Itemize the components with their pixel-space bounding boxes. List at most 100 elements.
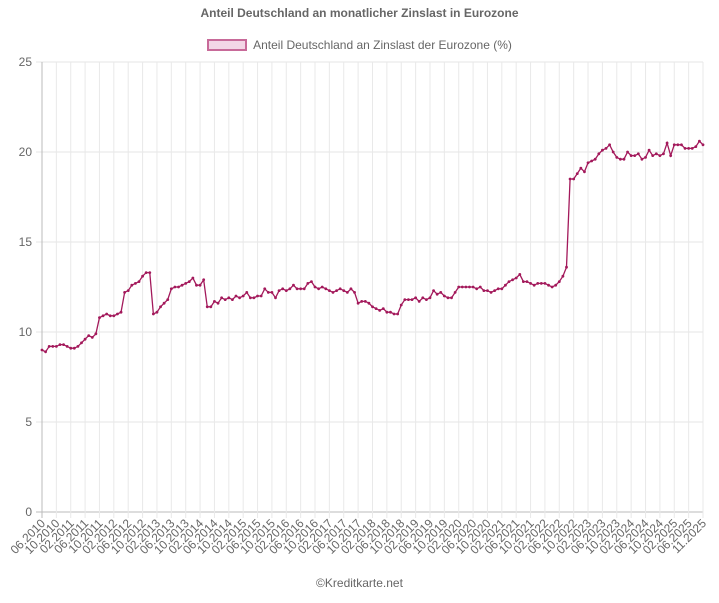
- data-point[interactable]: [687, 147, 691, 150]
- data-point[interactable]: [424, 298, 428, 301]
- data-point[interactable]: [536, 282, 540, 285]
- data-point[interactable]: [195, 283, 198, 287]
- data-point[interactable]: [169, 287, 173, 291]
- data-point[interactable]: [317, 287, 321, 291]
- data-point[interactable]: [622, 157, 626, 161]
- data-point[interactable]: [281, 287, 285, 291]
- data-point[interactable]: [633, 154, 637, 158]
- data-point[interactable]: [701, 143, 705, 147]
- data-point[interactable]: [446, 296, 450, 300]
- data-point[interactable]: [223, 298, 227, 301]
- data-point[interactable]: [356, 301, 360, 305]
- data-point[interactable]: [159, 305, 162, 309]
- data-point[interactable]: [428, 296, 432, 300]
- data-point[interactable]: [238, 296, 241, 300]
- data-point[interactable]: [410, 298, 414, 301]
- data-point[interactable]: [453, 291, 457, 294]
- data-point[interactable]: [611, 150, 615, 154]
- data-point[interactable]: [457, 285, 461, 289]
- data-point[interactable]: [248, 296, 252, 300]
- data-point[interactable]: [442, 294, 446, 298]
- data-point[interactable]: [604, 147, 608, 150]
- data-point[interactable]: [198, 283, 202, 287]
- data-point[interactable]: [493, 289, 497, 292]
- data-point[interactable]: [694, 145, 698, 149]
- data-point[interactable]: [277, 289, 281, 292]
- data-point[interactable]: [385, 310, 389, 314]
- data-point[interactable]: [658, 154, 662, 158]
- data-point[interactable]: [579, 166, 583, 170]
- data-point[interactable]: [302, 287, 306, 291]
- data-point[interactable]: [378, 309, 382, 312]
- data-point[interactable]: [593, 157, 597, 161]
- data-point[interactable]: [191, 276, 195, 280]
- data-point[interactable]: [417, 300, 421, 303]
- data-point[interactable]: [134, 282, 137, 285]
- data-point[interactable]: [284, 289, 288, 292]
- data-point[interactable]: [396, 312, 400, 316]
- data-point[interactable]: [389, 310, 392, 314]
- data-point[interactable]: [148, 271, 152, 274]
- data-point[interactable]: [266, 291, 270, 294]
- data-point[interactable]: [683, 147, 687, 150]
- data-point[interactable]: [216, 301, 220, 305]
- data-point[interactable]: [349, 287, 353, 291]
- data-point[interactable]: [521, 280, 525, 283]
- data-point[interactable]: [116, 312, 119, 316]
- data-point[interactable]: [525, 280, 529, 283]
- data-point[interactable]: [435, 292, 439, 296]
- data-point[interactable]: [155, 310, 159, 314]
- data-point[interactable]: [514, 276, 518, 280]
- data-point[interactable]: [662, 152, 665, 156]
- data-point[interactable]: [647, 148, 651, 152]
- data-point[interactable]: [486, 289, 489, 292]
- data-point[interactable]: [241, 294, 245, 298]
- data-point[interactable]: [651, 154, 655, 158]
- data-point[interactable]: [98, 316, 101, 319]
- data-point[interactable]: [51, 345, 55, 348]
- data-point[interactable]: [565, 265, 568, 269]
- data-point[interactable]: [151, 312, 155, 316]
- data-point[interactable]: [202, 278, 206, 282]
- data-point[interactable]: [227, 296, 231, 300]
- data-point[interactable]: [331, 291, 335, 294]
- data-point[interactable]: [468, 285, 471, 289]
- data-point[interactable]: [256, 294, 259, 298]
- data-point[interactable]: [539, 282, 543, 285]
- data-point[interactable]: [478, 285, 482, 289]
- data-point[interactable]: [572, 177, 576, 181]
- data-point[interactable]: [511, 278, 514, 282]
- data-point[interactable]: [310, 280, 313, 283]
- data-point[interactable]: [554, 283, 558, 287]
- data-point[interactable]: [62, 343, 65, 346]
- data-point[interactable]: [550, 285, 554, 289]
- data-point[interactable]: [618, 157, 622, 161]
- data-point[interactable]: [482, 289, 486, 292]
- data-point[interactable]: [543, 282, 547, 285]
- data-point[interactable]: [640, 157, 644, 161]
- data-point[interactable]: [263, 287, 267, 291]
- data-point[interactable]: [669, 154, 673, 158]
- data-point[interactable]: [407, 298, 410, 301]
- data-point[interactable]: [399, 303, 403, 307]
- data-point[interactable]: [90, 336, 94, 339]
- data-point[interactable]: [220, 296, 224, 300]
- data-point[interactable]: [672, 143, 676, 147]
- data-point[interactable]: [123, 291, 127, 294]
- data-point[interactable]: [234, 294, 238, 298]
- data-point[interactable]: [432, 289, 435, 292]
- data-point[interactable]: [213, 300, 216, 303]
- data-point[interactable]: [184, 282, 188, 285]
- data-point[interactable]: [345, 291, 349, 294]
- data-point[interactable]: [187, 280, 191, 283]
- data-point[interactable]: [313, 285, 317, 289]
- data-point[interactable]: [532, 283, 536, 287]
- data-point[interactable]: [561, 274, 565, 278]
- data-point[interactable]: [489, 291, 493, 294]
- data-point[interactable]: [698, 139, 701, 143]
- data-point[interactable]: [450, 296, 453, 300]
- data-point[interactable]: [65, 345, 69, 348]
- data-point[interactable]: [374, 307, 378, 310]
- data-point[interactable]: [72, 346, 76, 350]
- data-point[interactable]: [270, 291, 274, 294]
